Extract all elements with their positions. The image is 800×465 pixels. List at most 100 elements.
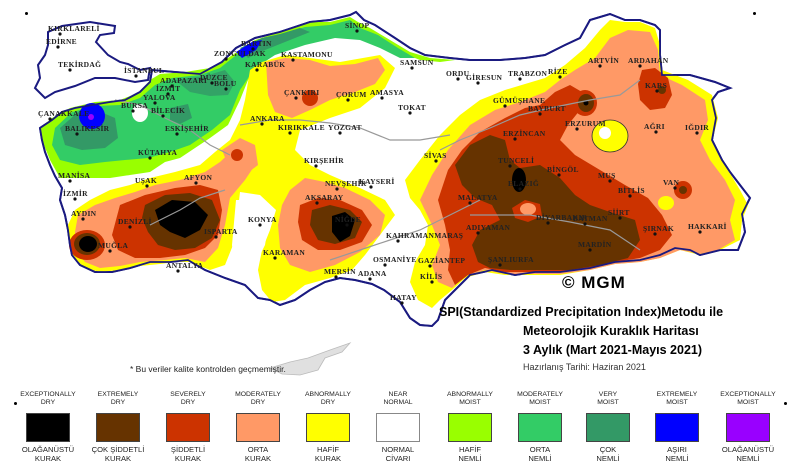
city-dot-icon	[400, 301, 404, 305]
city-dot-icon	[369, 185, 373, 189]
legend-english-label: EXCEPTIONALLY MOIST	[720, 391, 776, 406]
city-dot-icon	[175, 132, 179, 136]
city-dot-icon	[557, 173, 561, 177]
legend-english-label: MODERATELY MOIST	[517, 391, 563, 406]
city-marker: SİİRT	[608, 207, 629, 220]
city-label: HAKKARİ	[688, 221, 727, 231]
city-marker: İSTANBUL	[124, 65, 164, 78]
legend-color-swatch	[655, 413, 699, 442]
city-label: İZMİT	[156, 83, 180, 93]
city-label: DÜZCE	[200, 73, 228, 82]
city-marker: AFYON	[184, 173, 212, 185]
city-dot-icon	[653, 232, 657, 236]
city-marker: KARABÜK	[245, 60, 285, 72]
city-dot-icon	[456, 77, 460, 81]
city-dot-icon	[476, 81, 480, 85]
city-label: OSMANİYE	[373, 254, 417, 264]
city-marker: KAHRAMANMARAŞ	[386, 231, 463, 243]
legend-item: EXCEPTIONALLY MOIST OLAĞANÜSTÜ NEMLİ	[710, 388, 786, 463]
city-label: SAMSUN	[400, 58, 434, 67]
city-dot-icon	[68, 179, 72, 183]
city-dot-icon	[498, 263, 502, 267]
city-marker: SİVAS	[424, 150, 447, 163]
city-marker: AKSARAY	[305, 193, 343, 205]
city-dot-icon	[255, 68, 259, 72]
city-dot-icon	[503, 104, 507, 108]
city-marker: HATAY	[390, 293, 417, 305]
legend-item: EXTREMELY MOIST AŞIRI NEMLİ	[639, 388, 715, 463]
legend-english-label: EXTREMELY DRY	[97, 391, 139, 406]
city-label: BİNGÖL	[547, 164, 579, 174]
city-label: DİYARBAKIR	[536, 212, 588, 222]
legend-color-swatch	[726, 413, 770, 442]
city-marker: NEVŞEHİR	[325, 178, 367, 191]
city-marker: KIRKLARELİ	[48, 23, 100, 36]
city-dot-icon	[508, 164, 512, 168]
city-dot-icon	[698, 230, 702, 234]
city-dot-icon	[654, 130, 658, 134]
city-marker: ZONGULDAK	[214, 49, 266, 61]
city-dot-icon	[638, 64, 642, 68]
city-marker: BALIKESİR	[65, 123, 109, 136]
city-label: TRABZON	[508, 69, 547, 78]
city-marker: BATMAN	[573, 214, 608, 226]
legend-color-swatch	[96, 413, 140, 442]
corner-dot-top-right	[753, 12, 756, 15]
city-label: NEVŞEHİR	[325, 178, 367, 188]
city-label: TUNCELİ	[498, 155, 534, 165]
city-marker: BİNGÖL	[547, 164, 579, 177]
city-dot-icon	[383, 263, 387, 267]
city-marker: BURSA	[121, 101, 148, 113]
city-dot-icon	[131, 109, 135, 113]
city-marker: ANKARA	[250, 114, 285, 126]
city-label: GÜMÜŞHANE	[493, 96, 545, 105]
city-marker: ADIYAMAN	[466, 223, 510, 235]
city-marker: AYDIN	[71, 209, 96, 221]
legend-english-label: VERY MOIST	[597, 391, 619, 406]
city-marker: ARTVİN	[588, 55, 619, 68]
legend-english-label: EXTREMELY MOIST	[656, 391, 698, 406]
city-marker: EDİRNE	[46, 36, 77, 49]
city-dot-icon	[430, 280, 434, 284]
city-dot-icon	[673, 186, 677, 190]
city-label: KIRKLARELİ	[48, 23, 100, 33]
city-label: SİVAS	[424, 150, 447, 160]
city-label: ÇANKIRI	[284, 88, 319, 97]
dry-regions	[68, 20, 748, 308]
city-dot-icon	[210, 81, 214, 85]
city-label: KIRŞEHİR	[304, 155, 344, 165]
city-marker: ŞIRNAK	[643, 224, 674, 236]
city-dot-icon	[294, 96, 298, 100]
city-marker: TUNCELİ	[498, 155, 534, 168]
city-label: KARAMAN	[263, 248, 305, 257]
city-label: MARDİN	[578, 239, 612, 249]
city-dot-icon	[148, 156, 152, 160]
city-label: RİZE	[548, 66, 568, 76]
city-marker: BARTIN	[241, 39, 272, 51]
legend-item: VERY MOIST ÇOK NEMLİ	[570, 388, 646, 463]
city-dot-icon	[355, 29, 359, 33]
city-marker: BOLU	[214, 79, 236, 91]
city-dot-icon	[273, 256, 277, 260]
city-marker: HAKKARİ	[688, 221, 727, 234]
city-marker: MALATYA	[458, 193, 498, 205]
city-label: KAYSERİ	[359, 176, 395, 186]
city-dot-icon	[518, 187, 522, 191]
city-dot-icon	[176, 269, 180, 273]
city-marker: MUŞ	[598, 171, 615, 183]
city-marker: MERSİN	[324, 266, 356, 279]
city-dot-icon	[588, 248, 592, 252]
city-marker: BAYBURT	[528, 104, 566, 116]
city-dot-icon	[396, 239, 400, 243]
city-marker: ORDU	[446, 69, 469, 81]
city-label: TOKAT	[398, 103, 426, 112]
city-label: BİLECİK	[151, 105, 185, 115]
city-label: AMASYA	[370, 88, 404, 97]
city-marker: ŞANLIURFA	[488, 255, 534, 267]
legend-turkish-label: ORTA NEMLİ	[528, 445, 552, 463]
city-label: YALOVA	[143, 93, 176, 102]
city-label: İSTANBUL	[124, 65, 164, 75]
city-label: ERZURUM	[565, 119, 606, 128]
city-marker: UŞAK	[135, 176, 157, 188]
city-dot-icon	[695, 131, 699, 135]
